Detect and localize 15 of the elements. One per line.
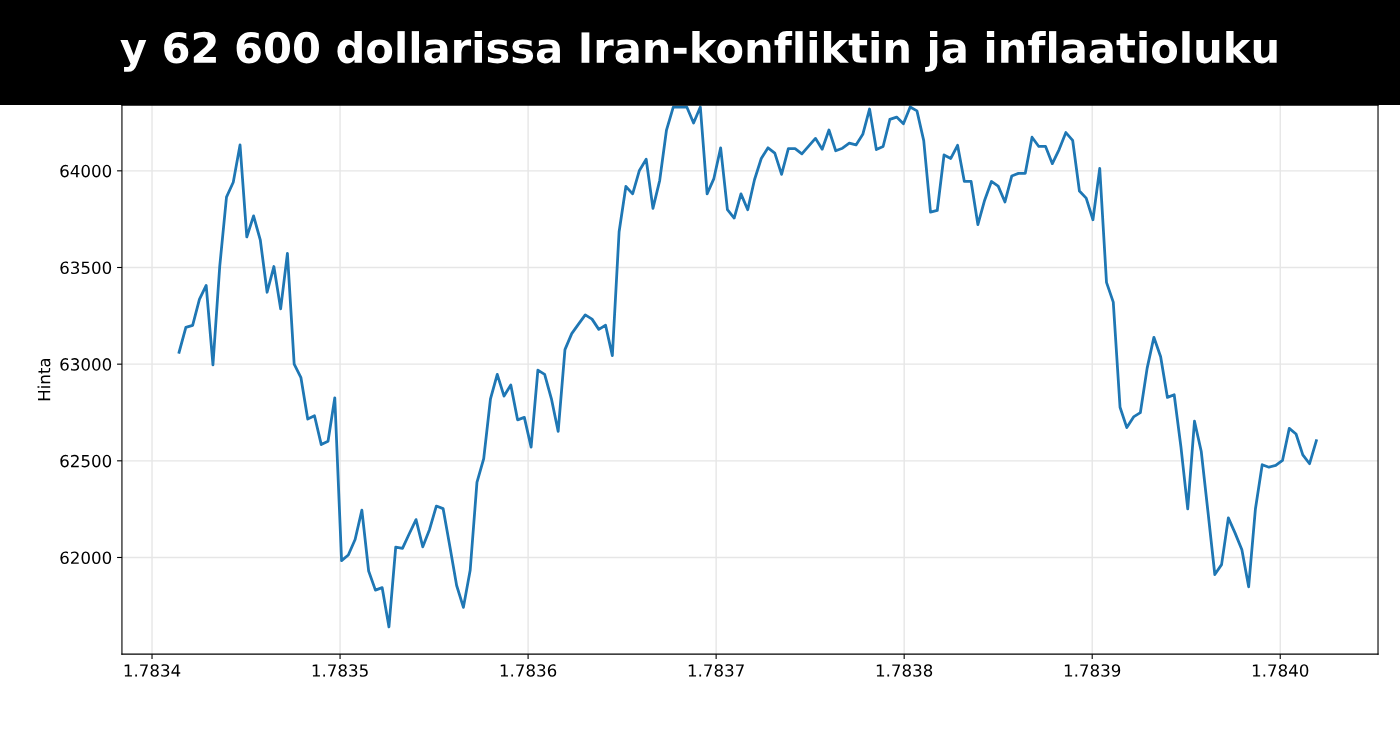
x-tick-label: 1.7837: [688, 664, 744, 677]
y-tick-label: 62500: [60, 454, 112, 468]
y-tick-label: 63500: [60, 261, 112, 275]
line-series: [177, 105, 1318, 629]
x-tick-label: 1.7840: [1252, 664, 1309, 677]
chart-title: y 62 600 dollarissa Iran-konfliktin ja inflaatioluku: [120, 31, 1277, 72]
y-axis-title: Hinta: [37, 358, 51, 401]
y-tick-label: 63000: [60, 358, 112, 371]
x-tick-label: 1.7836: [500, 664, 557, 677]
x-tick-label: 1.7839: [1064, 664, 1121, 677]
x-tick-label: 1.7834: [124, 664, 181, 677]
x-tick-label: 1.7838: [876, 664, 933, 677]
x-tick-label: 1.7835: [312, 664, 368, 677]
y-tick-label: 64000: [60, 164, 112, 178]
y-tick-label: 62000: [60, 551, 112, 565]
